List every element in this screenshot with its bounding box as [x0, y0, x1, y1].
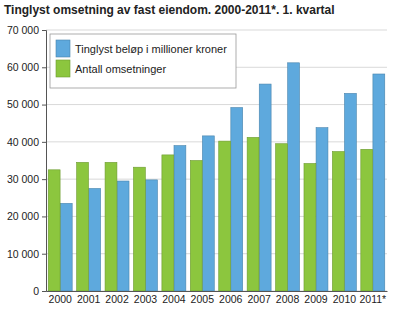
x-tick: 2010: [333, 293, 357, 305]
x-tick-label: 2010: [333, 293, 357, 305]
x-tick: 2009: [304, 293, 328, 305]
x-tick-label: 2005: [191, 293, 215, 305]
y-tick: 30 000: [7, 173, 46, 185]
y-tick-label: 30 000: [7, 173, 39, 185]
x-tick-label: 2007: [247, 293, 271, 305]
x-tick: 2002: [105, 293, 129, 305]
bar: [259, 84, 271, 291]
grid-line: [46, 104, 387, 105]
y-tick-mark: [42, 216, 46, 217]
grid-line: [46, 30, 387, 31]
bar: [276, 144, 288, 291]
y-tick-label: 60 000: [7, 61, 39, 73]
bar: [133, 167, 145, 291]
bar: [105, 162, 117, 291]
bar-series: [48, 137, 372, 291]
bar: [162, 155, 174, 291]
bar: [304, 163, 316, 291]
bar: [77, 162, 89, 291]
bar: [48, 170, 60, 291]
grid-line: [46, 141, 387, 142]
bar: [60, 203, 72, 291]
y-tick: 20 000: [7, 210, 46, 222]
y-tick: 10 000: [7, 248, 46, 260]
legend-swatch: [56, 40, 70, 57]
y-tick-label: 70 000: [7, 24, 39, 36]
bars: [48, 63, 385, 291]
y-tick-label: 40 000: [7, 136, 39, 148]
x-tick: 2001: [77, 293, 101, 305]
x-tick: 2005: [191, 293, 215, 305]
y-tick-mark: [42, 30, 46, 31]
y-tick-mark: [42, 105, 46, 106]
bar: [361, 149, 373, 291]
bar: [231, 108, 243, 291]
bar: [316, 128, 328, 291]
y-tick-mark: [42, 291, 46, 292]
legend-label: Tinglyst beløp i millioner kroner: [75, 43, 227, 55]
bar: [174, 146, 186, 291]
y-tick-label: 0: [33, 285, 39, 297]
y-tick: 0: [33, 285, 46, 297]
x-tick-label: 2004: [162, 293, 186, 305]
legend: Tinglyst beløp i millioner kroner Antall …: [50, 34, 236, 88]
plot: 0 10 000 20 000 30 000 40 000 50 000 60 000 70 …: [7, 24, 388, 306]
bar: [190, 161, 202, 292]
y-tick-label: 50 000: [7, 98, 39, 110]
x-tick: 2008: [276, 293, 300, 305]
bar: [219, 141, 231, 291]
x-axis-line: [47, 291, 388, 292]
bar: [146, 180, 158, 291]
y-tick: 70 000: [7, 24, 46, 36]
x-tick-label: 2001: [77, 293, 101, 305]
x-tick-label: 2011*: [359, 293, 386, 305]
x-tick-label: 2009: [304, 293, 328, 305]
title: Tinglyst omsetning av fast eiendom. 2000…: [4, 3, 335, 17]
y-axis: 0 10 000 20 000 30 000 40 000 50 000 60 000 70 …: [7, 24, 47, 297]
bar: [117, 181, 129, 291]
x-tick-label: 2000: [49, 293, 73, 305]
bar: [373, 74, 385, 291]
grid: [46, 30, 387, 291]
x-tick: 2004: [162, 293, 186, 305]
y-tick-mark: [42, 254, 46, 255]
chart: Tinglyst omsetning av fast eiendom. 2000…: [0, 0, 393, 311]
bar: [247, 137, 259, 291]
y-tick-label: 10 000: [7, 248, 39, 260]
bar: [332, 152, 344, 291]
bar: [89, 188, 101, 291]
bar: [344, 93, 356, 291]
x-tick: 2000: [49, 293, 73, 305]
legend-swatch: [56, 60, 70, 77]
y-tick: 50 000: [7, 98, 46, 110]
bar: [288, 63, 300, 291]
x-tick-label: 2008: [276, 293, 300, 305]
x-axis: 2000 2001 2002 2003 2004 2005 2006 2007 2008 2009…: [47, 292, 388, 306]
y-axis-line: [42, 31, 47, 292]
y-tick-label: 20 000: [7, 210, 39, 222]
y-tick-mark: [42, 67, 46, 68]
x-tick-label: 2003: [134, 293, 158, 305]
x-tick: 2003: [134, 293, 158, 305]
x-tick: 2007: [247, 293, 271, 305]
y-tick: 40 000: [7, 136, 46, 148]
y-tick-mark: [42, 179, 46, 180]
legend-box: [50, 34, 236, 88]
x-tick-label: 2002: [105, 293, 129, 305]
x-tick-label: 2006: [219, 293, 243, 305]
bar-series: [60, 63, 384, 291]
y-tick-mark: [42, 142, 46, 143]
y-tick: 60 000: [7, 61, 46, 73]
x-tick: 2011*: [359, 293, 386, 305]
x-tick: 2006: [219, 293, 243, 305]
legend-label: Antall omsetninger: [75, 63, 166, 75]
bar: [202, 136, 214, 291]
